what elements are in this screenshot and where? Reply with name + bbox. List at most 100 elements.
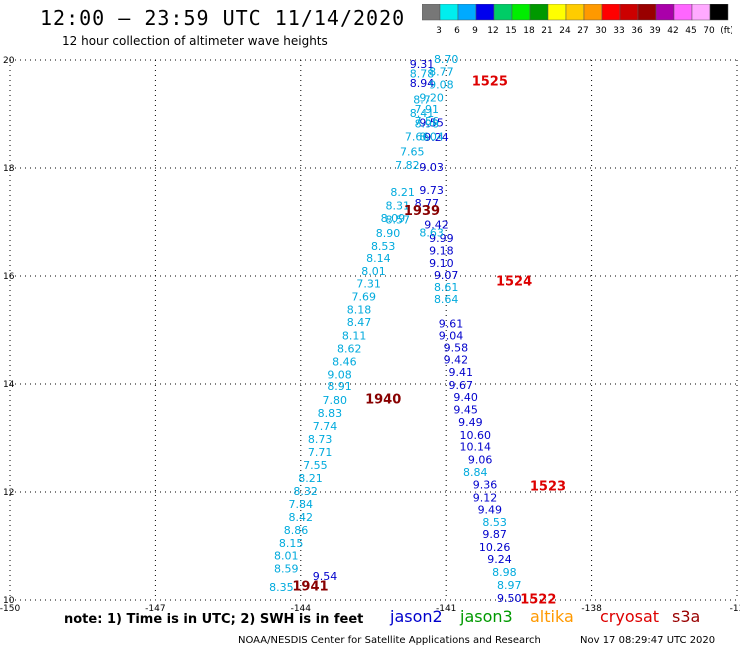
jason2-wave-height: 9.73 xyxy=(419,184,444,197)
jason2-wave-height: 9.36 xyxy=(473,478,498,491)
jason3-wave-height: 9.08 xyxy=(429,78,454,91)
jason2-wave-height: 9.24 xyxy=(487,553,512,566)
jason3-wave-height: 8.70 xyxy=(434,53,459,66)
jason3-wave-height: 8.91 xyxy=(327,380,352,393)
jason2-wave-height: 9.61 xyxy=(439,318,464,331)
jason3-wave-height: 7.74 xyxy=(313,420,338,433)
jason3-wave-height: 8.46 xyxy=(332,355,357,368)
colorbar-label: 6 xyxy=(454,26,460,36)
jason2-wave-height: 9.07 xyxy=(434,269,459,282)
jason3-wave-height: 8.31 xyxy=(385,199,410,212)
jason3-wave-height: 8.18 xyxy=(347,303,372,316)
jason2-wave-height: 9.12 xyxy=(473,491,498,504)
colorbar-label: 24 xyxy=(559,26,571,36)
colorbar-label: 39 xyxy=(649,26,661,36)
jason2-wave-height: 9.04 xyxy=(439,329,464,342)
jason3-wave-height: 8.53 xyxy=(482,516,507,529)
legend-jason2: jason2 xyxy=(390,607,443,626)
colorbar-label: 21 xyxy=(541,26,552,36)
footer-note: note: 1) Time is in UTC; 2) SWH is in fe… xyxy=(64,612,364,627)
legend-altika: altika xyxy=(530,607,574,626)
jason2-wave-height: 9.49 xyxy=(458,416,483,429)
colorbar-label: 27 xyxy=(577,26,588,36)
jason2-wave-height: 9.40 xyxy=(453,391,478,404)
jason3-wave-height: 8.90 xyxy=(376,227,401,240)
jason2-wave-height: 9.06 xyxy=(468,454,493,467)
y-tick-label: 20 xyxy=(3,56,15,66)
y-tick-label: 10 xyxy=(3,596,15,606)
colorbar-label: 15 xyxy=(505,26,516,36)
jason3-wave-height: 8.41 xyxy=(410,107,435,120)
jason3-wave-height: 8.64 xyxy=(434,293,459,306)
pass-time-label: 1523 xyxy=(530,480,566,495)
jason2-wave-height: 9.58 xyxy=(444,341,469,354)
jason2-wave-height: 10.60 xyxy=(460,429,492,442)
pass-time-label: 1940 xyxy=(365,393,401,408)
x-tick-label: -138 xyxy=(581,604,602,614)
jason3-wave-height: 8.59 xyxy=(274,563,299,576)
legend-cryosat: cryosat xyxy=(600,607,660,626)
colorbar-label: 9 xyxy=(472,26,478,36)
jason2-wave-height: 9.67 xyxy=(448,379,473,392)
colorbar-label: 45 xyxy=(685,26,696,36)
jason3-wave-height: 7.56 xyxy=(415,115,440,128)
jason3-wave-height: 7.55 xyxy=(303,459,328,472)
jason3-wave-height: 8.78 xyxy=(410,68,435,81)
jason3-wave-height: 8.61 xyxy=(434,281,459,294)
jason3-wave-height: 8.7 xyxy=(413,93,431,106)
jason3-wave-height: 8.35 xyxy=(269,581,294,594)
jason3-wave-height: 8.62 xyxy=(337,342,362,355)
jason2-wave-height: 10.26 xyxy=(479,541,511,554)
jason3-wave-height: 8.97 xyxy=(497,579,522,592)
jason3-wave-height: 7.65 xyxy=(400,145,425,158)
footer-credit: NOAA/NESDIS Center for Satellite Applica… xyxy=(238,635,541,646)
jason3-wave-height: 8.01 xyxy=(361,265,386,278)
jason3-wave-height: 7.82 xyxy=(395,159,420,172)
jason2-wave-height: 9.42 xyxy=(444,354,469,367)
jason3-wave-height: 8.04 xyxy=(419,131,444,144)
legend-jason3: jason3 xyxy=(460,607,513,626)
pass-time-label: 1524 xyxy=(496,274,532,289)
colorbar-label: 30 xyxy=(595,26,607,36)
jason2-wave-height: 9.03 xyxy=(419,161,444,174)
jason2-wave-height: 9.87 xyxy=(482,528,507,541)
jason3-wave-height: 8.77 xyxy=(429,65,454,78)
colorbar-label: 70 xyxy=(703,26,715,36)
footer-timestamp: Nov 17 08:29:47 UTC 2020 xyxy=(580,635,716,646)
colorbar-swatch xyxy=(709,4,729,21)
jason3-wave-height: 8.53 xyxy=(371,240,396,253)
jason2-wave-height: 9.99 xyxy=(429,232,454,245)
jason2-wave-height: 9.45 xyxy=(453,403,478,416)
altimeter-plot: -150-147-144-141-138-131012141618209.318… xyxy=(0,53,740,614)
x-tick-label: -150 xyxy=(0,604,20,614)
y-tick-label: 12 xyxy=(3,488,14,498)
jason3-wave-height: 8.32 xyxy=(293,485,318,498)
jason2-wave-height: 9.42 xyxy=(424,219,449,232)
jason3-wave-height: 8.98 xyxy=(415,118,440,131)
jason3-wave-height: 8.73 xyxy=(308,433,333,446)
chart-title: 12:00 – 23:59 UTC 11/14/2020 xyxy=(40,6,406,30)
jason3-wave-height: 8.09 xyxy=(381,212,406,225)
jason3-wave-height: 7.31 xyxy=(356,278,381,291)
jason3-wave-height: 7.71 xyxy=(308,446,333,459)
jason2-wave-height: 8.94 xyxy=(410,77,435,90)
pass-time-label: 1939 xyxy=(404,204,440,219)
y-tick-label: 14 xyxy=(3,380,15,390)
jason3-wave-height: 9.08 xyxy=(327,368,352,381)
colorbar-label: (ft) xyxy=(720,26,732,36)
y-tick-label: 16 xyxy=(3,272,15,282)
chart-subtitle: 12 hour collection of altimeter wave hei… xyxy=(62,34,328,48)
jason3-wave-height: 7.84 xyxy=(289,498,314,511)
jason3-wave-height: 7.80 xyxy=(322,394,347,407)
jason3-wave-height: 8.63 xyxy=(419,226,444,239)
pass-time-label: 1525 xyxy=(472,75,508,90)
jason3-wave-height: 8.57 xyxy=(385,213,410,226)
jason3-wave-height: 7.69 xyxy=(352,291,377,304)
x-tick-label: -144 xyxy=(291,604,312,614)
jason3-wave-height: 8.15 xyxy=(279,537,304,550)
pass-time-label: 1941 xyxy=(292,579,328,594)
jason2-wave-height: 9.10 xyxy=(429,257,454,270)
x-tick-label: -141 xyxy=(436,604,456,614)
jason3-wave-height: 8.21 xyxy=(390,186,415,199)
jason2-wave-height: 9.18 xyxy=(429,245,454,258)
